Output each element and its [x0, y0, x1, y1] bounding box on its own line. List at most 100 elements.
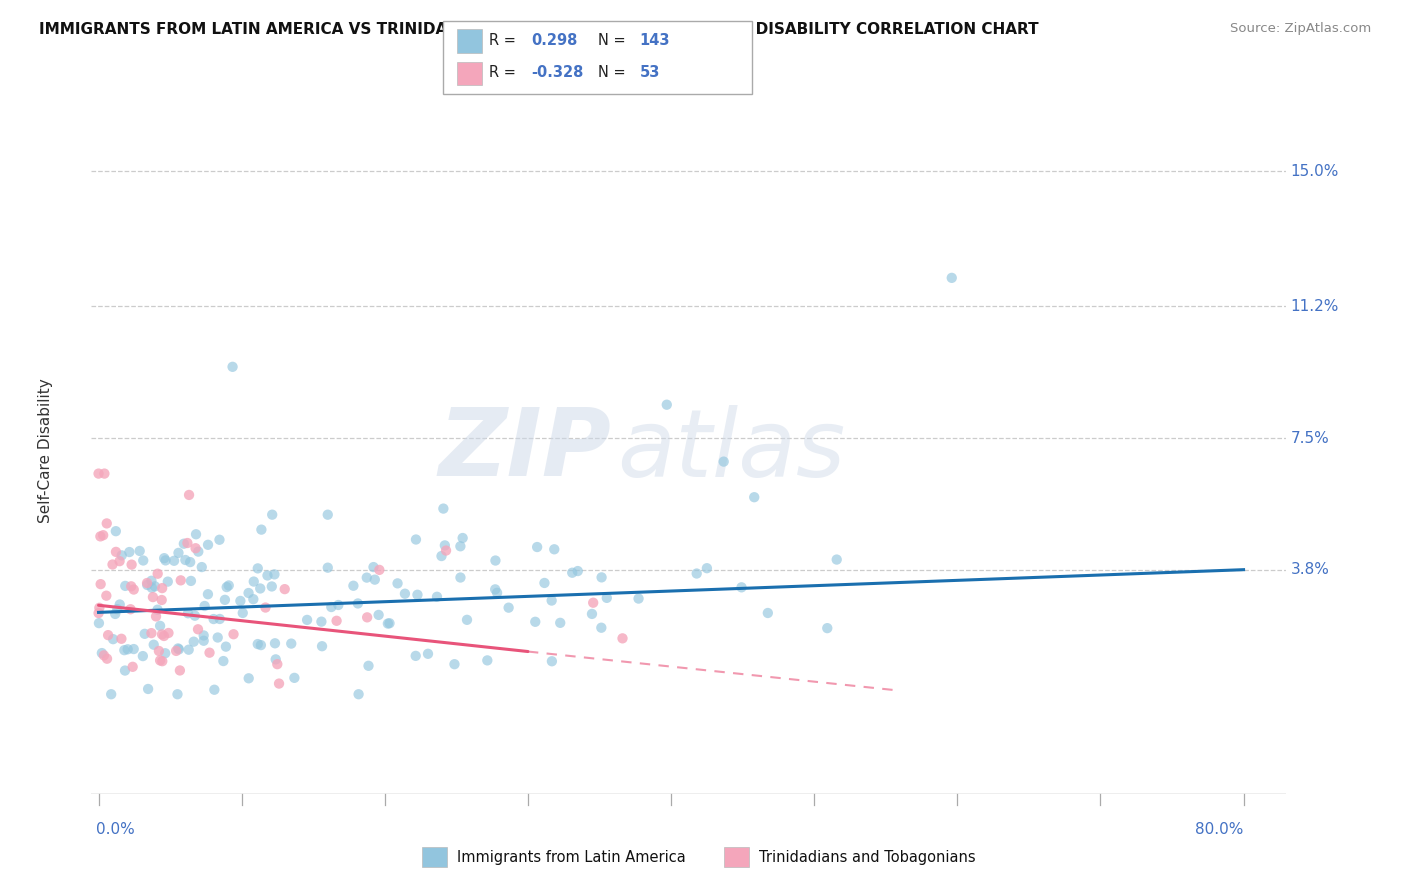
Point	[222, 627, 245, 641]
Point	[142, 590, 165, 604]
Point	[193, 633, 215, 648]
Point	[443, 657, 465, 672]
Point	[215, 580, 238, 594]
Point	[456, 613, 478, 627]
Point	[273, 582, 295, 596]
Text: Immigrants from Latin America: Immigrants from Latin America	[457, 850, 686, 864]
Point	[177, 488, 200, 502]
Point	[311, 615, 333, 629]
Text: 11.2%: 11.2%	[1291, 299, 1339, 314]
Point	[540, 593, 562, 607]
Point	[155, 553, 177, 567]
Point	[484, 582, 506, 597]
Point	[141, 581, 163, 595]
Point	[121, 660, 143, 674]
Point	[356, 610, 378, 624]
Text: IMMIGRANTS FROM LATIN AMERICA VS TRINIDADIAN AND TOBAGONIAN SELF-CARE DISABILITY: IMMIGRANTS FROM LATIN AMERICA VS TRINIDA…	[39, 22, 1039, 37]
Point	[267, 676, 290, 690]
Point	[434, 543, 457, 558]
Point	[101, 632, 124, 647]
Point	[484, 553, 506, 567]
Point	[122, 582, 145, 597]
Point	[101, 558, 124, 572]
Point	[136, 578, 159, 592]
Point	[533, 576, 555, 591]
Text: 80.0%: 80.0%	[1195, 822, 1243, 838]
Point	[208, 533, 231, 547]
Point	[112, 643, 135, 657]
Point	[132, 553, 155, 567]
Point	[89, 529, 111, 543]
Point	[524, 615, 547, 629]
Point	[363, 560, 385, 574]
Point	[141, 626, 163, 640]
Point	[328, 598, 350, 612]
Point	[364, 573, 387, 587]
Point	[146, 603, 169, 617]
Point	[166, 687, 188, 701]
Point	[405, 648, 427, 663]
Point	[260, 579, 283, 593]
Point	[165, 644, 187, 658]
Point	[238, 586, 260, 600]
Text: atlas: atlas	[617, 405, 845, 496]
Point	[177, 642, 200, 657]
Text: Trinidadians and Tobagonians: Trinidadians and Tobagonians	[759, 850, 976, 864]
Point	[242, 574, 264, 589]
Point	[232, 606, 254, 620]
Point	[136, 576, 159, 591]
Point	[254, 600, 277, 615]
Point	[150, 627, 173, 641]
Point	[432, 501, 454, 516]
Point	[96, 589, 118, 603]
Point	[105, 602, 128, 616]
Point	[108, 598, 131, 612]
Point	[406, 588, 429, 602]
Point	[387, 576, 409, 591]
Point	[96, 651, 118, 665]
Point	[184, 608, 207, 623]
Text: 143: 143	[640, 33, 671, 47]
Point	[91, 528, 114, 542]
Point	[543, 542, 565, 557]
Point	[218, 578, 240, 592]
Point	[742, 490, 765, 504]
Point	[90, 577, 112, 591]
Point	[686, 566, 709, 581]
Point	[141, 574, 163, 588]
Text: -0.328: -0.328	[531, 65, 583, 79]
Point	[142, 638, 165, 652]
Point	[96, 516, 118, 531]
Point	[449, 570, 471, 584]
Point	[377, 616, 399, 631]
Point	[378, 616, 401, 631]
Point	[238, 671, 260, 685]
Point	[87, 606, 110, 620]
Point	[169, 664, 191, 678]
Point	[561, 566, 583, 580]
Point	[416, 647, 439, 661]
Text: N =: N =	[598, 65, 626, 79]
Point	[104, 607, 127, 621]
Text: 53: 53	[640, 65, 659, 79]
Point	[477, 653, 499, 667]
Point	[430, 549, 453, 563]
Point	[187, 544, 209, 558]
Point	[342, 579, 364, 593]
Point	[696, 561, 718, 575]
Point	[202, 682, 225, 697]
Point	[596, 591, 619, 605]
Point	[567, 564, 589, 578]
Point	[157, 626, 180, 640]
Point	[246, 637, 269, 651]
Point	[582, 596, 605, 610]
Point	[149, 619, 172, 633]
Point	[449, 539, 471, 553]
Point	[136, 681, 159, 696]
Point	[266, 657, 288, 672]
Point	[256, 568, 278, 582]
Point	[713, 455, 735, 469]
Point	[221, 359, 243, 374]
Point	[176, 536, 198, 550]
Point	[117, 642, 139, 657]
